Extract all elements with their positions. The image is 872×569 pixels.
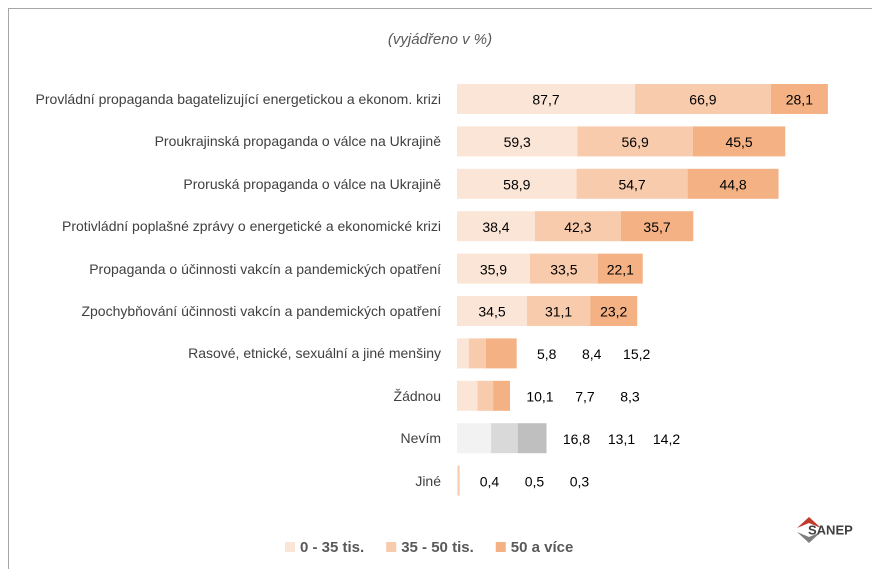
value-label: 58,9 xyxy=(503,177,530,193)
value-label: 87,7 xyxy=(532,92,559,108)
bar-segment xyxy=(457,168,577,199)
category-label: Rasové, etnické, sexuální a jiné menšiny xyxy=(188,345,441,362)
category-label: Nevím xyxy=(400,430,441,447)
bar-segment xyxy=(620,211,694,242)
value-label: 8,3 xyxy=(620,389,640,405)
value-label: 44,8 xyxy=(719,177,746,193)
value-label: 54,7 xyxy=(618,177,645,193)
bar-segment xyxy=(457,380,478,411)
value-label: 8,4 xyxy=(582,346,602,362)
bar-segment xyxy=(527,296,591,326)
value-label: 22,1 xyxy=(607,261,634,277)
bar-segment xyxy=(534,211,621,242)
bar-segment xyxy=(457,296,528,326)
logo-icon xyxy=(797,517,821,528)
value-label: 0,5 xyxy=(525,473,545,489)
value-label: 5,8 xyxy=(537,346,557,362)
value-label: 66,9 xyxy=(689,92,716,108)
frame xyxy=(8,8,872,569)
bar-segment xyxy=(457,465,458,496)
value-label: 59,3 xyxy=(504,134,531,150)
legend-swatch xyxy=(386,542,397,552)
legend-label: 50 a více xyxy=(511,539,574,556)
value-label: 35,9 xyxy=(480,261,507,277)
value-label: 13,1 xyxy=(608,431,635,447)
value-label: 0,3 xyxy=(570,473,590,489)
bar-segment xyxy=(457,423,492,454)
value-label: 16,8 xyxy=(563,431,590,447)
category-label: Jiné xyxy=(415,472,441,489)
value-label: 45,5 xyxy=(725,134,752,150)
bar-segment xyxy=(491,423,518,454)
value-label: 28,1 xyxy=(786,92,813,108)
value-label: 34,5 xyxy=(478,304,505,320)
category-label: Proruská propaganda o válce na Ukrajině xyxy=(183,175,441,192)
value-label: 10,1 xyxy=(526,389,553,405)
bar-segment xyxy=(597,253,643,284)
bar-segment xyxy=(458,465,460,496)
category-label: Provládní propaganda bagatelizující ener… xyxy=(35,91,441,107)
logo-icon xyxy=(797,532,821,543)
bar-segment xyxy=(485,338,517,369)
subtitle: (vyjádřeno v %) xyxy=(388,31,492,48)
bar-segment xyxy=(457,84,636,114)
bar-segment xyxy=(770,84,828,114)
value-label: 56,9 xyxy=(622,134,649,150)
value-label: 23,2 xyxy=(600,304,627,320)
bar-segment xyxy=(468,338,486,369)
bar-segment xyxy=(692,126,786,157)
bar-segment xyxy=(493,380,510,411)
value-label: 42,3 xyxy=(564,219,591,235)
logo: SANEP xyxy=(808,522,853,537)
bar-segment xyxy=(457,126,578,157)
category-label: Proukrajinská propaganda o válce na Ukra… xyxy=(154,133,441,150)
value-label: 35,7 xyxy=(643,219,670,235)
bar-segment xyxy=(590,296,638,326)
bar-segment xyxy=(457,338,469,369)
bar-segment xyxy=(457,253,530,284)
bar-segment xyxy=(457,465,459,496)
value-label: 38,4 xyxy=(482,219,509,235)
value-label: 31,1 xyxy=(545,304,572,320)
bar-segment xyxy=(577,126,693,157)
value-label: 33,5 xyxy=(550,261,577,277)
category-label: Žádnou xyxy=(393,387,441,404)
bar-segment xyxy=(457,211,535,242)
bar-segment xyxy=(635,84,771,114)
value-label: 0,4 xyxy=(480,473,500,489)
bar-segment xyxy=(687,168,779,199)
category-label: Zpochybňování účinnosti vakcín a pandemi… xyxy=(81,303,441,319)
value-label: 14,2 xyxy=(653,431,680,447)
category-label: Propaganda o účinnosti vakcín a pandemic… xyxy=(89,260,441,277)
value-label: 15,2 xyxy=(623,346,650,362)
bar-segment xyxy=(477,380,494,411)
legend-label: 35 - 50 tis. xyxy=(401,539,474,556)
value-label: 7,7 xyxy=(575,389,595,405)
bar-segment xyxy=(529,253,598,284)
legend-swatch xyxy=(495,542,506,552)
bar-segment xyxy=(576,168,688,199)
category-label: Protivládní poplašné zprávy o energetick… xyxy=(62,218,441,235)
legend-swatch xyxy=(285,542,295,552)
bar-segment xyxy=(517,423,547,454)
legend-label: 0 - 35 tis. xyxy=(300,539,364,556)
